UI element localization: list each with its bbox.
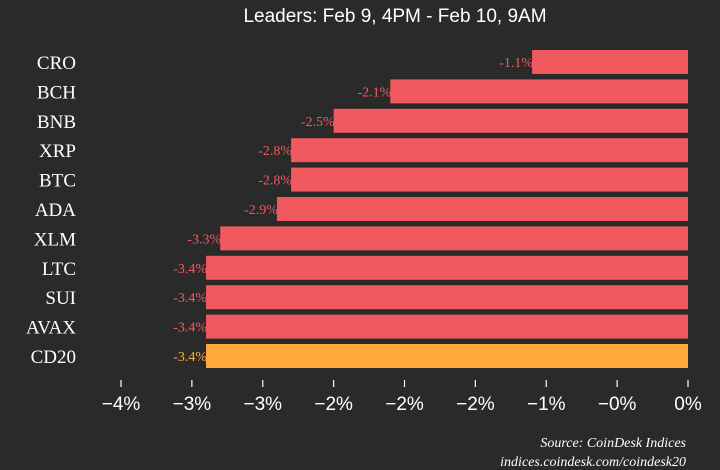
value-label-ada: -2.9% [244, 203, 278, 218]
x-tick-label: −1% [527, 394, 566, 415]
x-tick-label: −2% [385, 394, 424, 415]
category-label-bch: BCH [37, 82, 76, 103]
value-label-cd20: -3.4% [173, 350, 207, 365]
value-label-btc: -2.8% [258, 174, 292, 189]
category-label-ltc: LTC [42, 259, 76, 280]
category-label-avax: AVAX [26, 318, 76, 339]
bar-cro [532, 50, 688, 74]
value-label-xrp: -2.8% [258, 144, 292, 159]
category-label-xrp: XRP [39, 141, 76, 162]
category-label-cro: CRO [37, 53, 76, 74]
chart-title: Leaders: Feb 9, 4PM - Feb 10, 9AM [243, 6, 546, 27]
value-label-avax: -3.4% [173, 321, 207, 336]
category-label-cd20: CD20 [31, 347, 76, 368]
bar-btc [291, 167, 688, 192]
value-label-bch: -2.1% [357, 85, 391, 100]
bar-sui [206, 285, 689, 310]
x-tick-label: 0% [674, 394, 702, 415]
value-label-ltc: -3.4% [173, 262, 207, 277]
x-axis: −4% −3% −3% −2% −2% −2% −1% −0% 0% [102, 380, 702, 415]
source-url: indices.coindesk.com/coindesk20 [500, 455, 686, 470]
x-tick-label: −2% [456, 394, 495, 415]
bar-bch [390, 79, 688, 104]
bar-ltc [206, 255, 689, 280]
bars-group: CRO -1.1% BCH -2.1% BNB -2.5% XRP -2.8% BTC -2.8%… [26, 50, 689, 368]
value-label-xlm: -3.3% [187, 232, 221, 247]
bar-cd20 [206, 344, 689, 368]
category-label-sui: SUI [45, 288, 76, 309]
bar-ada [276, 197, 688, 221]
bar-bnb [333, 108, 688, 133]
value-label-sui: -3.4% [173, 291, 207, 306]
value-label-cro: -1.1% [499, 56, 533, 71]
bar-xrp [291, 138, 688, 163]
x-tick-label: −2% [314, 394, 353, 415]
category-label-xlm: XLM [34, 229, 76, 250]
x-tick-label: −3% [243, 394, 282, 415]
category-label-btc: BTC [39, 171, 76, 192]
x-tick-label: −4% [102, 394, 141, 415]
source-credit: Source: CoinDesk Indices [540, 436, 686, 451]
bar-xlm [220, 226, 688, 251]
x-tick-label: −0% [598, 394, 637, 415]
category-label-bnb: BNB [37, 112, 76, 133]
x-tick-label: −3% [173, 394, 212, 415]
value-label-bnb: -2.5% [301, 115, 335, 130]
bar-avax [206, 314, 689, 339]
category-label-ada: ADA [35, 200, 76, 221]
